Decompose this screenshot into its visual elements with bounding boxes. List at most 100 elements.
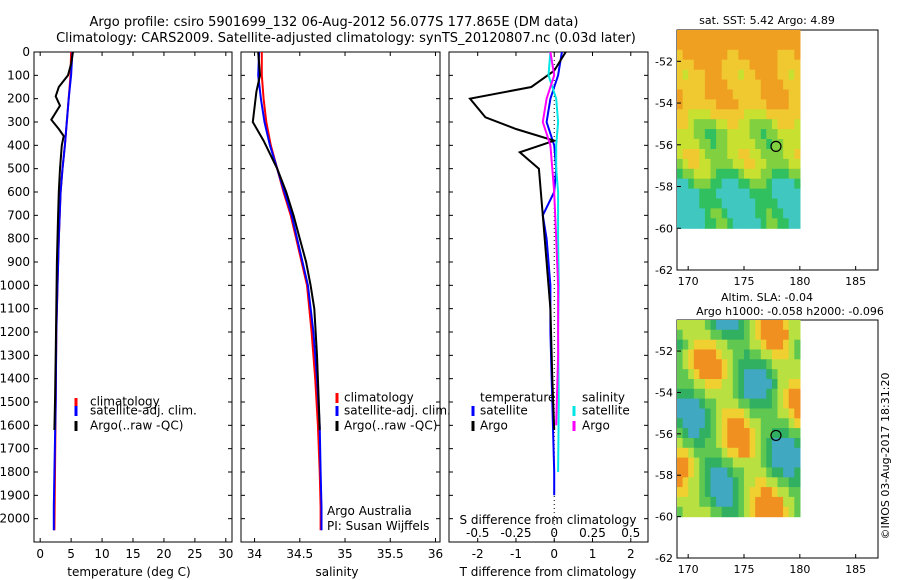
heatmap-cell bbox=[710, 428, 717, 439]
heatmap-cell bbox=[710, 198, 717, 209]
heatmap-cell bbox=[744, 198, 751, 209]
heatmap-cell bbox=[732, 388, 739, 400]
heatmap-cell bbox=[704, 89, 712, 100]
heatmap-cell bbox=[738, 39, 745, 51]
heatmap-cell bbox=[794, 457, 801, 468]
heatmap-cell bbox=[777, 408, 784, 419]
heatmap-cell bbox=[755, 379, 762, 390]
heatmap-cell bbox=[699, 428, 706, 439]
heatmap-cell bbox=[732, 506, 739, 518]
heatmap-cell bbox=[677, 69, 684, 81]
heatmap-cell bbox=[688, 109, 695, 120]
heatmap-cell bbox=[766, 487, 773, 498]
heatmap-cell bbox=[788, 398, 795, 409]
heatmap-cell bbox=[777, 329, 784, 341]
heatmap-cell bbox=[688, 139, 695, 150]
heatmap-cell bbox=[749, 188, 756, 200]
heatmap-cell bbox=[699, 477, 706, 488]
difference-x-label-s: S difference from climatology bbox=[460, 513, 637, 527]
heatmap-cell bbox=[727, 438, 734, 449]
heatmap-cell bbox=[704, 178, 712, 190]
heatmap-cell bbox=[732, 428, 739, 439]
heatmap-cell bbox=[749, 388, 756, 400]
heatmap-cell bbox=[693, 477, 700, 488]
heatmap-cell bbox=[688, 408, 695, 419]
heatmap-cell bbox=[766, 329, 773, 341]
heatmap-cell bbox=[766, 408, 773, 419]
annotation-argo-australia: Argo Australia bbox=[327, 504, 412, 518]
temperature-legend: climatology satellite-adj. clim. Argo(..… bbox=[74, 395, 197, 433]
heatmap-cell bbox=[771, 49, 779, 61]
heatmap-cell bbox=[794, 149, 801, 160]
heatmap-cell bbox=[682, 49, 689, 61]
heatmap-cell bbox=[744, 379, 751, 390]
heatmap-cell bbox=[732, 49, 739, 61]
heatmap-cell bbox=[710, 149, 717, 160]
heatmap-cell bbox=[682, 129, 689, 140]
difference-legend-salinity: salinity satellite Argo bbox=[572, 391, 630, 433]
heatmap-cell bbox=[777, 198, 784, 209]
heatmap-cell bbox=[794, 329, 801, 341]
heatmap-cell bbox=[760, 359, 767, 370]
heatmap-cell bbox=[760, 218, 767, 229]
y-tick-label: 1400 bbox=[0, 372, 30, 386]
heatmap-cell bbox=[710, 457, 717, 468]
heatmap-cell bbox=[693, 379, 700, 390]
heatmap-cell bbox=[699, 418, 706, 429]
heatmap-cell bbox=[727, 339, 734, 351]
heatmap-cell bbox=[794, 119, 801, 130]
heatmap-cell bbox=[766, 369, 773, 380]
heatmap-cell bbox=[699, 69, 706, 81]
y-tick-label: 1200 bbox=[0, 325, 30, 339]
heatmap-cell bbox=[699, 320, 706, 331]
heatmap-cell bbox=[699, 339, 706, 351]
heatmap-cell bbox=[732, 438, 739, 449]
plot-frame bbox=[448, 51, 649, 543]
heatmap-cell bbox=[755, 428, 762, 439]
heatmap-cell bbox=[783, 129, 790, 140]
heatmap-cell bbox=[682, 119, 689, 130]
heatmap-cell bbox=[771, 129, 779, 140]
heatmap-cell bbox=[716, 69, 723, 81]
heatmap-cell bbox=[727, 369, 734, 380]
heatmap-cell bbox=[704, 339, 712, 351]
heatmap-cell bbox=[749, 109, 756, 120]
heatmap-cell bbox=[766, 457, 773, 468]
y-tick-label: 1500 bbox=[0, 395, 30, 409]
heatmap-cell bbox=[771, 59, 779, 71]
heatmap-cell bbox=[749, 30, 756, 41]
heatmap-cell bbox=[693, 487, 700, 498]
heatmap-cell bbox=[777, 30, 784, 41]
heatmap-cell bbox=[783, 89, 790, 100]
legend-label-argo: Argo(..raw -QC) bbox=[344, 419, 437, 433]
heatmap-cell bbox=[716, 119, 723, 130]
heatmap-cell bbox=[677, 349, 684, 360]
heatmap-cell bbox=[693, 398, 700, 409]
heatmap-cell bbox=[716, 329, 723, 341]
heatmap-cell bbox=[688, 438, 695, 449]
heatmap-cell bbox=[749, 506, 756, 518]
heatmap-cell bbox=[732, 198, 739, 209]
heatmap-cell bbox=[699, 379, 706, 390]
heatmap-cell bbox=[688, 506, 695, 518]
heatmap-cell bbox=[721, 408, 728, 419]
heatmap-cell bbox=[771, 168, 779, 180]
heatmap-cell bbox=[749, 487, 756, 498]
salinity-x-label: salinity bbox=[315, 565, 358, 579]
heatmap-cell bbox=[755, 99, 762, 110]
heatmap-cell bbox=[721, 467, 728, 478]
y-tick-label: -60 bbox=[655, 222, 673, 235]
heatmap-cell bbox=[699, 178, 706, 190]
heatmap-cell bbox=[721, 208, 728, 219]
heatmap-cell bbox=[738, 59, 745, 71]
heatmap-cell bbox=[744, 139, 751, 150]
heatmap-cell bbox=[783, 99, 790, 110]
heatmap-cell bbox=[783, 139, 790, 150]
heatmap-cell bbox=[688, 447, 695, 459]
y-tick-label: 300 bbox=[7, 115, 30, 129]
heatmap-cell bbox=[732, 30, 739, 41]
heatmap-cell bbox=[771, 99, 779, 110]
heatmap-cell bbox=[699, 398, 706, 409]
heatmap-cell bbox=[777, 496, 784, 508]
